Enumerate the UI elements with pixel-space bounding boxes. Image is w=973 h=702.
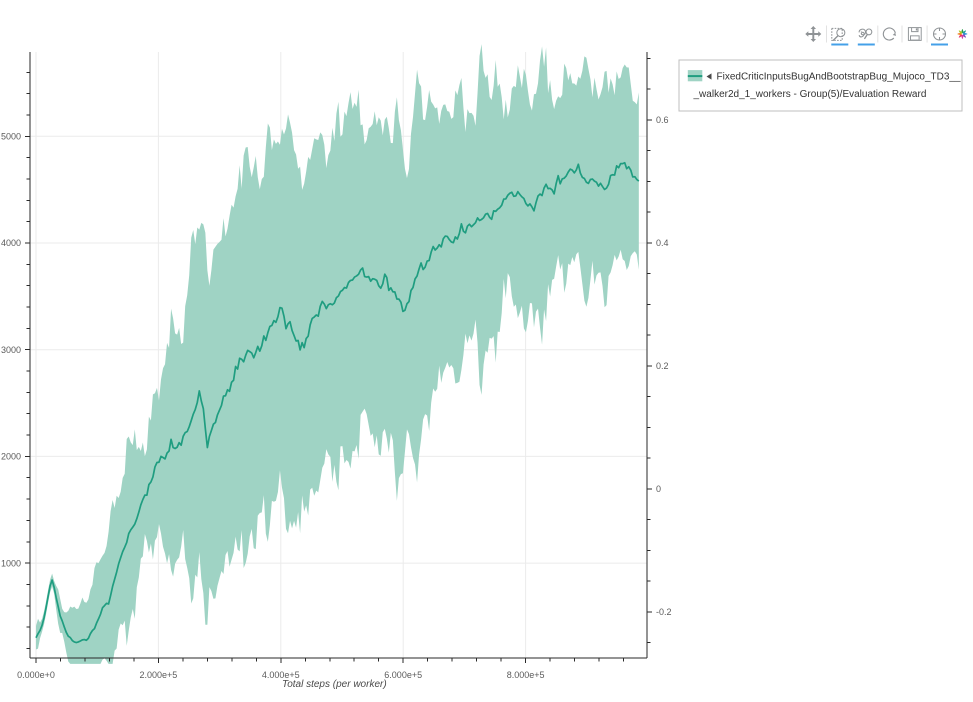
svg-text:0.2: 0.2 [656,361,669,371]
svg-text:6.000e+5: 6.000e+5 [384,670,422,680]
svg-text:FixedCriticInputsBugAndBootstr: FixedCriticInputsBugAndBootstrapBug_Mujo… [717,72,961,83]
svg-text:2.000e+5: 2.000e+5 [140,670,178,680]
svg-text:8.000e+5: 8.000e+5 [507,670,545,680]
svg-text:_walker2d_1_workers - Group(5): _walker2d_1_workers - Group(5)/Evaluatio… [693,89,927,100]
svg-text:0.6: 0.6 [656,115,669,125]
svg-text:4000: 4000 [1,238,21,248]
svg-text:-0.2: -0.2 [656,607,672,617]
svg-text:0.4: 0.4 [656,238,669,248]
svg-text:2000: 2000 [1,452,21,462]
svg-text:0.000e+0: 0.000e+0 [17,670,55,680]
svg-text:1000: 1000 [1,558,21,568]
svg-text:5000: 5000 [1,132,21,142]
svg-text:3000: 3000 [1,345,21,355]
svg-text:0: 0 [656,484,661,494]
